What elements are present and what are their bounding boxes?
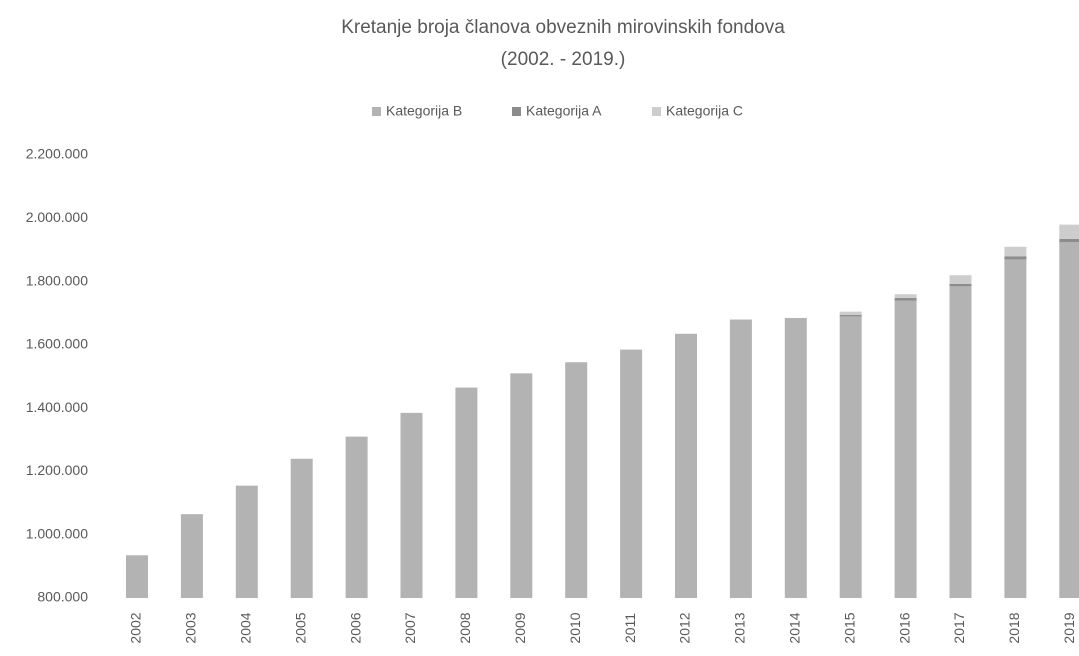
y-tick-label: 2.000.000 — [26, 209, 88, 225]
x-tick-label: 2005 — [292, 612, 308, 643]
y-tick-label: 1.200.000 — [26, 462, 88, 478]
bar-segment — [839, 314, 862, 317]
x-tick-label: 2009 — [512, 612, 528, 643]
legend-swatch — [372, 107, 381, 116]
bar-segment — [949, 275, 972, 284]
bar-segment — [620, 349, 643, 598]
x-tick-label: 2017 — [951, 612, 967, 643]
chart-title: Kretanje broja članova obveznih mirovins… — [341, 17, 785, 38]
x-tick-label: 2011 — [622, 613, 638, 643]
legend-swatch — [512, 107, 521, 116]
y-tick-label: 1.800.000 — [26, 272, 88, 288]
legend-swatch — [652, 107, 661, 116]
bar-segment — [1059, 224, 1079, 239]
bar-segment — [1004, 259, 1027, 598]
y-tick-label: 1.600.000 — [26, 336, 88, 352]
bar-segment — [1059, 242, 1079, 598]
bar-segment — [784, 317, 807, 598]
bar-segment — [839, 316, 862, 598]
y-tick-label: 1.000.000 — [26, 525, 88, 541]
legend-label: Kategorija A — [526, 103, 602, 119]
bar-segment — [894, 294, 917, 299]
x-tick-label: 2016 — [896, 612, 912, 643]
bar-segment — [839, 311, 862, 315]
bar-segment — [290, 458, 313, 598]
chart-subtitle: (2002. - 2019.) — [501, 49, 626, 70]
bar-segment — [949, 286, 972, 598]
y-tick-label: 1.400.000 — [26, 399, 88, 415]
legend-label: Kategorija C — [666, 103, 743, 119]
x-tick-label: 2010 — [567, 612, 583, 643]
bar-segment — [675, 333, 697, 598]
bar-segment — [729, 319, 752, 598]
x-tick-label: 2015 — [841, 612, 857, 643]
x-tick-label: 2019 — [1061, 612, 1077, 643]
x-tick-label: 2007 — [402, 612, 418, 643]
bar-segment — [1059, 238, 1079, 243]
bar-segment — [235, 485, 258, 598]
x-tick-label: 2018 — [1006, 612, 1022, 643]
bar-segment — [345, 436, 368, 598]
bar-segment — [894, 300, 917, 598]
y-tick-label: 800.000 — [37, 589, 88, 605]
bar-segment — [400, 412, 423, 598]
bar-segment — [894, 298, 917, 301]
bar-segment — [180, 514, 203, 598]
bar-segment — [949, 283, 972, 287]
bar-segment — [455, 387, 478, 598]
legend-label: Kategorija B — [386, 103, 462, 119]
bar-segment — [1004, 246, 1027, 257]
bar-segment — [510, 373, 533, 598]
x-tick-label: 2004 — [238, 612, 254, 643]
x-tick-label: 2006 — [347, 612, 363, 643]
bar-segment — [126, 555, 148, 598]
bar-segment — [1004, 256, 1027, 260]
y-tick-label: 2.200.000 — [26, 146, 88, 162]
bar-segment — [565, 362, 588, 598]
x-tick-label: 2003 — [183, 612, 199, 643]
x-tick-label: 2014 — [787, 612, 803, 643]
x-tick-label: 2008 — [457, 612, 473, 643]
x-tick-label: 2002 — [128, 612, 144, 643]
x-tick-label: 2012 — [677, 612, 693, 643]
x-tick-label: 2013 — [732, 612, 748, 643]
